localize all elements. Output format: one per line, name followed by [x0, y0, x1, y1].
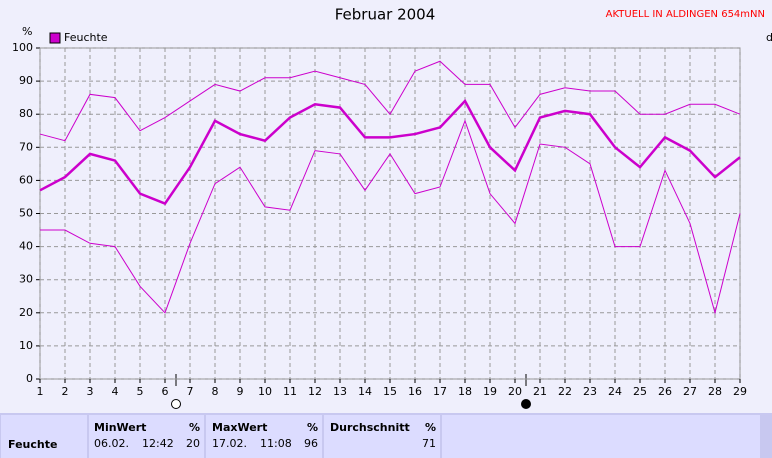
x-tick-label: 26: [658, 385, 672, 398]
y-tick-label: 40: [19, 240, 33, 253]
legend-swatch: [49, 32, 61, 44]
status: AKTUELL IN ALDINGEN 654mNN: [606, 9, 765, 20]
value: 71: [422, 437, 436, 450]
x-tick-label: 1: [37, 385, 44, 398]
y-tick-label: 90: [19, 74, 33, 87]
x-tick-label: 22: [558, 385, 572, 398]
column-title: MaxWert: [212, 421, 267, 434]
column-unit: %: [189, 421, 200, 434]
y-tick-label: 60: [19, 173, 33, 186]
x-tick-label: 5: [137, 385, 144, 398]
x-tick-label: 9: [237, 385, 244, 398]
y-tick-label: 0: [26, 372, 33, 385]
new-moon: [521, 399, 531, 409]
value: 20: [186, 437, 200, 450]
x-tick-label: 18: [458, 385, 472, 398]
x-tick-label: 11: [283, 385, 297, 398]
date: 17.02.: [212, 437, 247, 450]
y-tick-label: 20: [19, 306, 33, 319]
y-tick-label: 50: [19, 207, 33, 220]
time: 11:08: [260, 437, 292, 450]
x-tick-label: 13: [333, 385, 347, 398]
x-tick-label: 4: [112, 385, 119, 398]
x-tick-label: 21: [533, 385, 547, 398]
cell: [89, 415, 204, 458]
cell: [324, 415, 440, 458]
x-tick-label: 19: [483, 385, 497, 398]
x-tick-label: 8: [212, 385, 219, 398]
time: 12:42: [142, 437, 174, 450]
column-unit: %: [307, 421, 318, 434]
x-tick-label: 20: [508, 385, 522, 398]
x-tick-label: 28: [708, 385, 722, 398]
legend-label: Feuchte: [64, 31, 108, 44]
line: [39, 60, 741, 142]
column-title: Durchschnitt: [330, 421, 410, 434]
x-tick-label: 24: [608, 385, 622, 398]
x-tick-label: 15: [383, 385, 397, 398]
x-tick-label: 3: [87, 385, 94, 398]
y-tick-label: 100: [12, 41, 33, 54]
y-label: %: [22, 25, 32, 38]
row-label: Feuchte: [8, 438, 57, 451]
full-moon: [171, 399, 181, 409]
y-tick-label: 80: [19, 107, 33, 120]
column-unit: %: [425, 421, 436, 434]
cell: [442, 415, 760, 458]
x-tick-label: 25: [633, 385, 647, 398]
x-tick-label: 6: [162, 385, 169, 398]
x-tick-label: 10: [258, 385, 272, 398]
x-tick-label: 2: [62, 385, 69, 398]
x-tick-label: 29: [733, 385, 747, 398]
column-title: MinWert: [94, 421, 146, 434]
y-tick-label: 30: [19, 273, 33, 286]
x-tick-label: 16: [408, 385, 422, 398]
chart-title: Februar 2004: [335, 6, 436, 24]
line: [39, 98, 741, 206]
cell: [206, 415, 322, 458]
edge-label: d: [766, 31, 772, 44]
y-tick-label: 70: [19, 140, 33, 153]
x-tick-label: 12: [308, 385, 322, 398]
x-tick-label: 17: [433, 385, 447, 398]
x-tick-label: 14: [358, 385, 372, 398]
date: 06.02.: [94, 437, 129, 450]
cell: [1, 415, 87, 458]
x-tick-label: 27: [683, 385, 697, 398]
value: 96: [304, 437, 318, 450]
y-tick-label: 10: [19, 339, 33, 352]
x-tick-label: 7: [187, 385, 194, 398]
x-tick-label: 23: [583, 385, 597, 398]
line: [40, 119, 741, 315]
